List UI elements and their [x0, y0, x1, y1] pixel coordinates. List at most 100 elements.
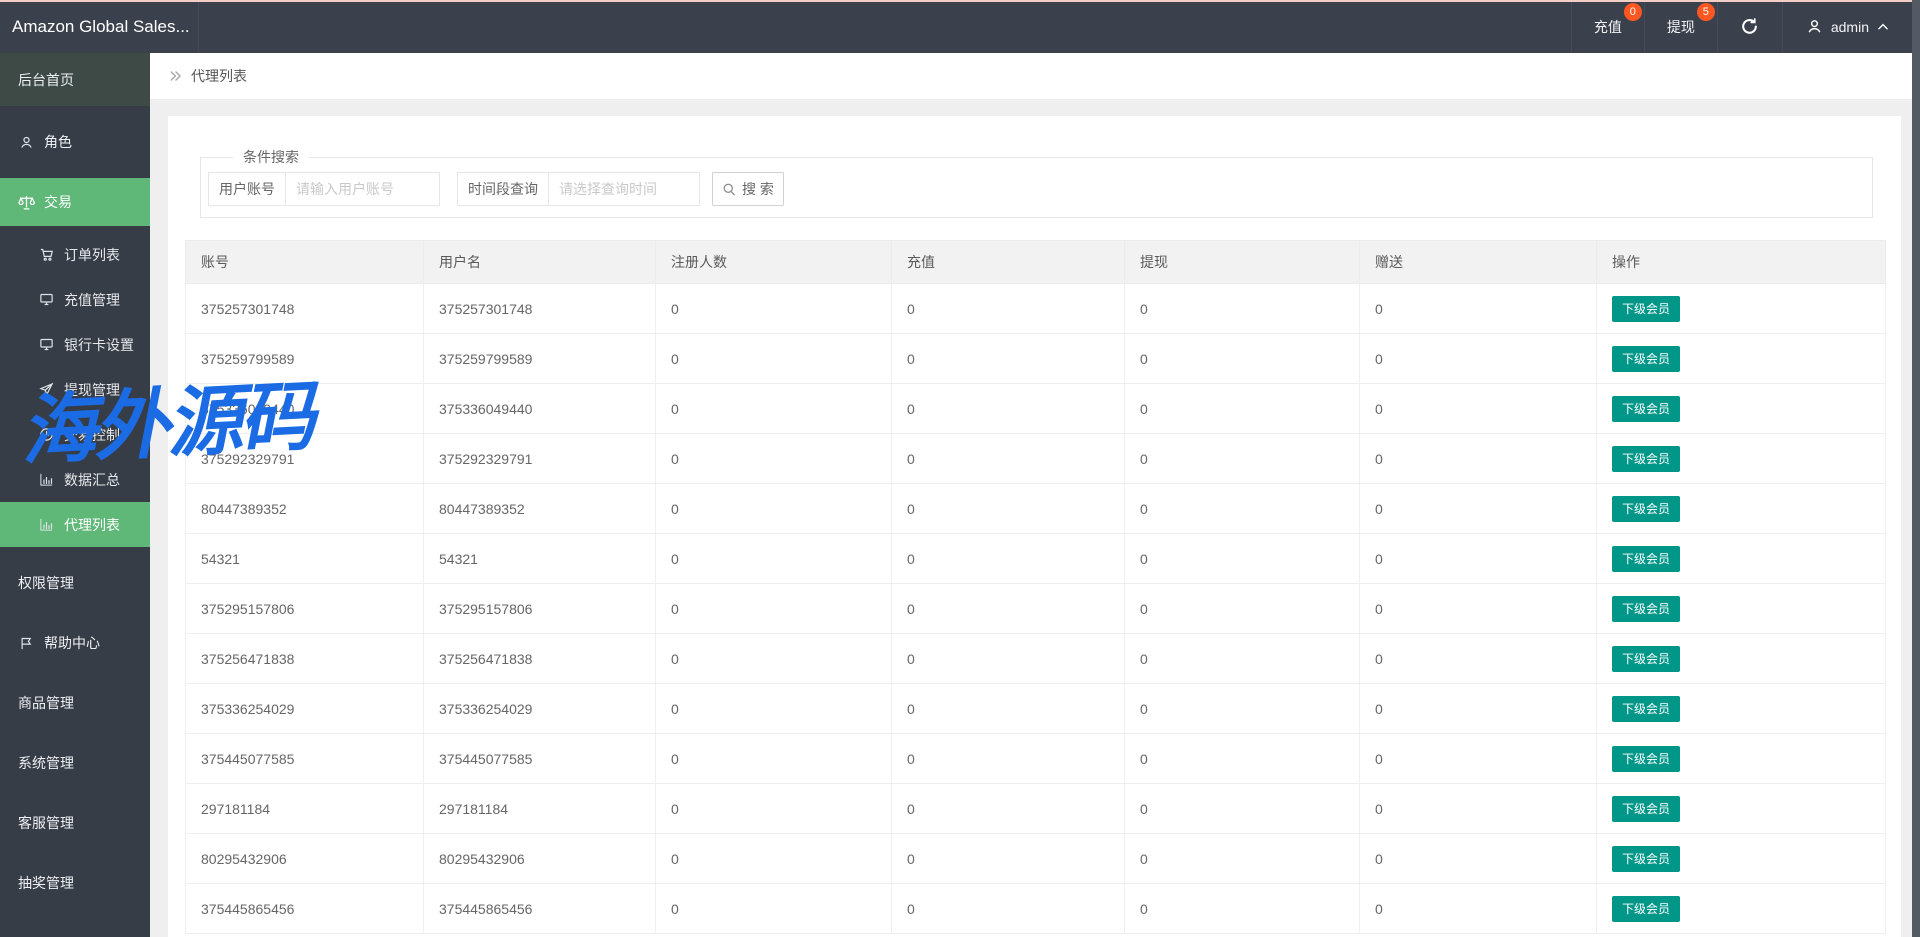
registered-cell: 0 [655, 533, 892, 584]
topbar: Amazon Global Sales... 充值 0 提现 5 [0, 0, 1920, 53]
sidebar-item[interactable]: 代理列表 [0, 502, 150, 547]
sidebar-item[interactable]: 交易 [0, 178, 150, 226]
refresh-button[interactable] [1716, 0, 1782, 53]
sub-members-button[interactable]: 下级会员 [1612, 545, 1681, 572]
registered-cell: 0 [655, 883, 892, 934]
sidebar-item-label: 客服管理 [18, 815, 74, 831]
table-row: 80447389352 80447389352 0 0 0 0 下级会员 [185, 483, 1886, 534]
recharge-cell: 0 [891, 783, 1125, 834]
withdraw-cell: 0 [1124, 283, 1360, 334]
sub-members-button[interactable]: 下级会员 [1612, 895, 1681, 922]
table-row: 375336049440 375336049440 0 0 0 0 下级会员 [185, 383, 1886, 434]
recharge-cell: 0 [891, 433, 1125, 484]
username-cell: 54321 [423, 533, 656, 584]
sidebar-item[interactable]: 商品管理 [0, 679, 150, 727]
account-cell: 375445077585 [185, 733, 424, 784]
sidebar-item[interactable]: 角色 [0, 118, 150, 166]
gift-cell: 0 [1359, 533, 1597, 584]
sub-members-button[interactable]: 下级会员 [1612, 495, 1681, 522]
registered-cell: 0 [655, 733, 892, 784]
sidebar-item[interactable]: 数据汇总 [0, 457, 150, 502]
sidebar-item-label: 提现管理 [64, 381, 120, 398]
username-cell: 375292329791 [423, 433, 656, 484]
registered-cell: 0 [655, 833, 892, 884]
sidebar-item[interactable]: 抽奖管理 [0, 859, 150, 907]
user-account-input[interactable] [286, 173, 439, 205]
topbar-menu: 充值 0 提现 5 admin [1570, 0, 1912, 53]
sidebar-item-label: 代理列表 [64, 516, 120, 533]
scales-icon [18, 194, 35, 211]
sub-members-button[interactable]: 下级会员 [1612, 845, 1681, 872]
username-cell: 80295432906 [423, 833, 656, 884]
gift-cell: 0 [1359, 333, 1597, 384]
sub-members-button[interactable]: 下级会员 [1612, 695, 1681, 722]
username: admin [1830, 18, 1869, 35]
registered-cell: 0 [655, 383, 892, 434]
withdraw-cell: 0 [1124, 483, 1360, 534]
sidebar-item-label: 订单列表 [64, 246, 120, 263]
account-cell: 375295157806 [185, 583, 424, 634]
user-account-label: 用户账号 [209, 173, 286, 205]
sub-members-button[interactable]: 下级会员 [1612, 745, 1681, 772]
action-cell: 下级会员 [1596, 633, 1886, 684]
username-cell: 375256471838 [423, 633, 656, 684]
sidebar-item[interactable]: 帮助中心 [0, 619, 150, 667]
sidebar-item-label: 交易控制 [64, 426, 120, 443]
vertical-scrollbar[interactable] [1912, 0, 1920, 937]
sidebar-item[interactable]: 系统管理 [0, 739, 150, 787]
sidebar-item-label: 权限管理 [18, 575, 74, 591]
action-cell: 下级会员 [1596, 883, 1886, 934]
sidebar-item[interactable]: 后台首页 [0, 53, 150, 106]
search-button[interactable]: 搜 索 [712, 172, 784, 206]
sub-members-button[interactable]: 下级会员 [1612, 795, 1681, 822]
recharge-cell: 0 [891, 633, 1125, 684]
table-header-row: 账号 用户名 注册人数 充值 提现 赠送 操作 [185, 240, 1886, 284]
withdraw-cell: 0 [1124, 333, 1360, 384]
time-range-input[interactable] [549, 173, 699, 205]
sub-members-button[interactable]: 下级会员 [1612, 395, 1681, 422]
action-cell: 下级会员 [1596, 333, 1886, 384]
action-cell: 下级会员 [1596, 483, 1886, 534]
sub-members-button[interactable]: 下级会员 [1612, 445, 1681, 472]
recharge-cell: 0 [891, 883, 1125, 934]
sidebar-item[interactable]: 交易控制 [0, 412, 150, 457]
column-header: 赠送 [1359, 240, 1597, 284]
sub-members-button[interactable]: 下级会员 [1612, 345, 1681, 372]
table-row: 375256471838 375256471838 0 0 0 0 下级会员 [185, 633, 1886, 684]
sidebar-item[interactable]: 客服管理 [0, 799, 150, 847]
table-body: 375257301748 375257301748 0 0 0 0 下级会员 37525979… [185, 283, 1886, 934]
sidebar-item[interactable]: 权限管理 [0, 559, 150, 607]
sub-members-button[interactable]: 下级会员 [1612, 595, 1681, 622]
recharge-cell: 0 [891, 733, 1125, 784]
user-menu[interactable]: admin [1781, 0, 1912, 53]
account-cell: 297181184 [185, 783, 424, 834]
sidebar-item[interactable]: 提现管理 [0, 367, 150, 412]
username-cell: 375295157806 [423, 583, 656, 634]
gift-cell: 0 [1359, 683, 1597, 734]
sidebar-item[interactable]: 银行卡设置 [0, 322, 150, 367]
withdraw-cell: 0 [1124, 683, 1360, 734]
withdraw-cell: 0 [1124, 383, 1360, 434]
sidebar-item[interactable]: 充值管理 [0, 277, 150, 322]
withdraw-cell: 0 [1124, 633, 1360, 684]
withdraw-cell: 0 [1124, 783, 1360, 834]
sidebar-item-label: 后台首页 [18, 71, 74, 88]
gift-cell: 0 [1359, 283, 1597, 334]
sidebar-item[interactable]: 订单列表 [0, 232, 150, 277]
table-row: 80295432906 80295432906 0 0 0 0 下级会员 [185, 833, 1886, 884]
window-top-edge [0, 0, 1920, 2]
sidebar-item-label: 充值管理 [64, 291, 120, 308]
recharge-menu-item[interactable]: 充值 0 [1570, 0, 1644, 53]
sidebar-item-label: 数据汇总 [64, 471, 120, 488]
recharge-label: 充值 [1593, 18, 1622, 35]
recharge-cell: 0 [891, 683, 1125, 734]
gift-cell: 0 [1359, 833, 1597, 884]
sub-members-button[interactable]: 下级会员 [1612, 645, 1681, 672]
registered-cell: 0 [655, 783, 892, 834]
username-cell: 375259799589 [423, 333, 656, 384]
sub-members-button[interactable]: 下级会员 [1612, 295, 1681, 322]
withdraw-cell: 0 [1124, 583, 1360, 634]
withdraw-menu-item[interactable]: 提现 5 [1643, 0, 1717, 53]
column-header: 充值 [891, 240, 1125, 284]
flag-icon [18, 635, 35, 652]
